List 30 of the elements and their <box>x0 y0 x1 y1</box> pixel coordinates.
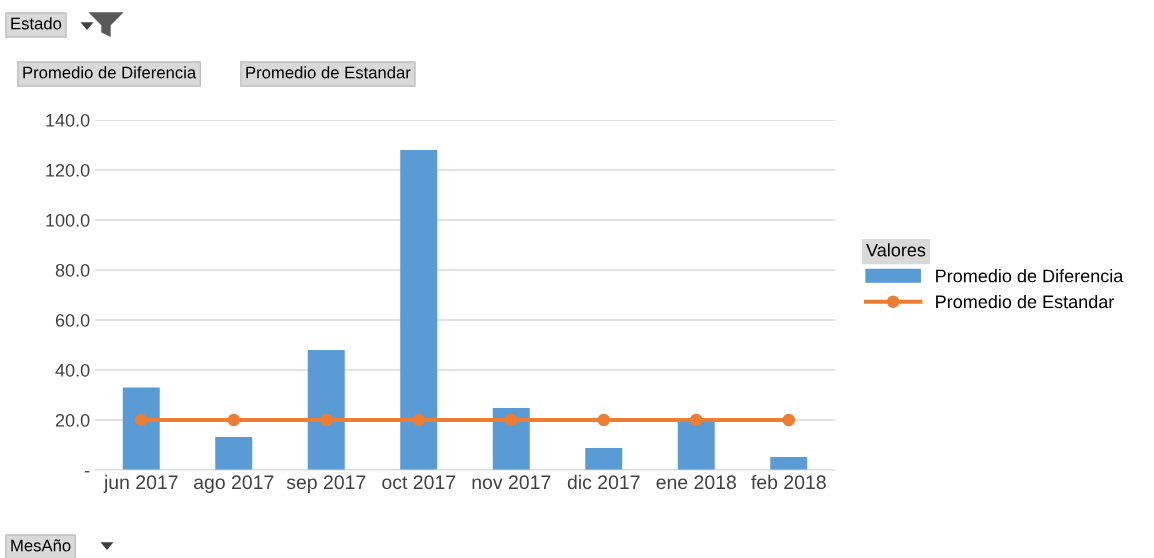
bar <box>307 350 345 470</box>
y-tick-label: 120.0 <box>46 163 90 177</box>
y-tick-label: 60.0 <box>55 313 90 327</box>
legend-label: Promedio de Diferencia <box>936 269 1124 283</box>
x-tick-label: dic 2017 <box>567 474 640 490</box>
legend-label: Promedio de Estandar <box>936 294 1115 309</box>
x-tick-label: nov 2017 <box>472 475 551 490</box>
y-tick-label: 140.0 <box>46 113 90 127</box>
bar <box>122 387 160 470</box>
y-tick-label: 100.0 <box>46 213 90 227</box>
y-tick-label: 80.0 <box>55 263 90 277</box>
text: MesAño <box>11 539 71 552</box>
bar <box>770 457 808 470</box>
x-tick-label: jun 2017 <box>103 474 178 493</box>
y-tick-label: - <box>84 471 90 473</box>
x-tick-label: ago 2017 <box>194 475 274 493</box>
text: Promedio de Estandar <box>246 66 411 79</box>
x-tick-label: feb 2018 <box>751 474 826 490</box>
x-tick-label: oct 2017 <box>382 475 456 490</box>
bar <box>400 150 438 470</box>
bar <box>585 448 623 470</box>
text: Promedio de Diferencia <box>23 66 197 79</box>
x-tick-label: sep 2017 <box>286 475 366 493</box>
legend-title: Valores <box>866 243 926 257</box>
y-tick-label: 40.0 <box>55 363 90 377</box>
bar <box>215 437 253 470</box>
y-tick-label: 20.0 <box>55 413 90 427</box>
x-tick-label: ene 2018 <box>656 475 736 490</box>
bar <box>677 421 715 470</box>
text: Estado <box>11 17 62 30</box>
